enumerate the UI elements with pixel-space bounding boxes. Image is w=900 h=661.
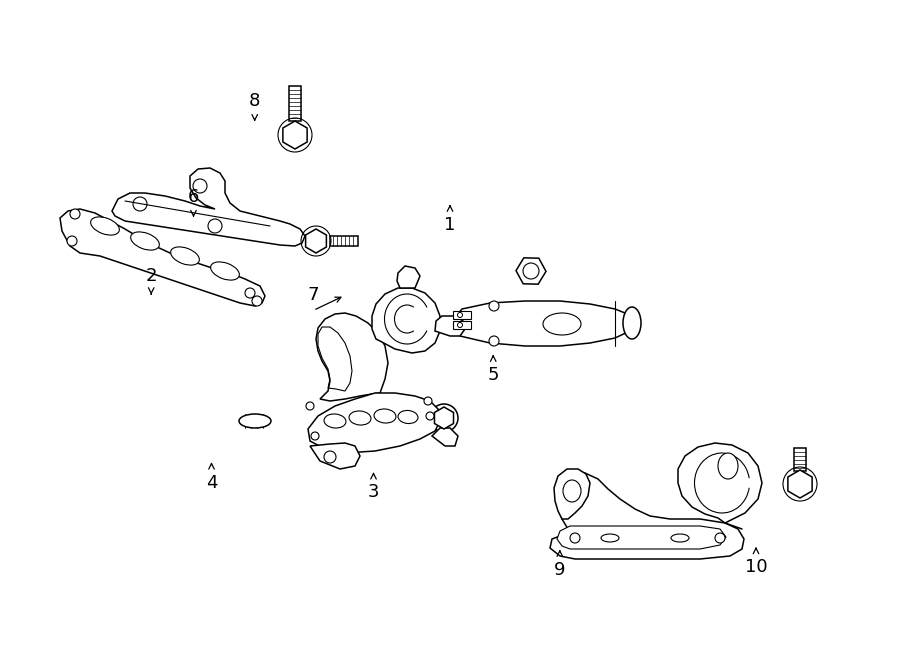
Polygon shape [372, 288, 440, 353]
Text: 3: 3 [368, 483, 379, 502]
Circle shape [715, 533, 725, 543]
Circle shape [489, 301, 499, 311]
Text: 8: 8 [249, 92, 260, 110]
Text: 5: 5 [488, 366, 499, 384]
Ellipse shape [211, 262, 239, 280]
Circle shape [133, 197, 147, 211]
Text: 4: 4 [206, 473, 217, 492]
Polygon shape [60, 209, 265, 306]
Text: 9: 9 [554, 561, 565, 579]
Polygon shape [557, 526, 726, 549]
Ellipse shape [718, 453, 738, 479]
Ellipse shape [349, 411, 371, 425]
Polygon shape [554, 469, 590, 519]
Circle shape [193, 179, 207, 193]
Text: 10: 10 [744, 558, 768, 576]
Circle shape [311, 432, 319, 440]
Polygon shape [310, 443, 360, 469]
Ellipse shape [671, 534, 689, 542]
Text: 2: 2 [146, 267, 157, 286]
Ellipse shape [171, 247, 200, 265]
Bar [453, 311, 471, 319]
Circle shape [306, 402, 314, 410]
Polygon shape [435, 316, 465, 336]
Circle shape [426, 412, 434, 420]
Polygon shape [289, 86, 301, 121]
Text: 6: 6 [188, 188, 199, 206]
Polygon shape [112, 168, 305, 246]
Polygon shape [397, 266, 420, 288]
Polygon shape [330, 236, 358, 246]
Polygon shape [308, 393, 440, 453]
Ellipse shape [91, 217, 120, 235]
Polygon shape [432, 428, 458, 446]
Ellipse shape [398, 410, 418, 424]
Ellipse shape [543, 313, 581, 335]
Circle shape [570, 533, 580, 543]
Ellipse shape [324, 414, 346, 428]
Text: 1: 1 [445, 215, 455, 234]
Circle shape [457, 313, 463, 317]
Circle shape [70, 209, 80, 219]
Ellipse shape [623, 307, 641, 339]
Polygon shape [316, 313, 388, 401]
Circle shape [324, 451, 336, 463]
Circle shape [424, 397, 432, 405]
Polygon shape [678, 443, 762, 523]
Polygon shape [412, 413, 433, 423]
Circle shape [523, 263, 539, 279]
Bar [453, 321, 471, 329]
Ellipse shape [130, 232, 159, 250]
Circle shape [489, 336, 499, 346]
Ellipse shape [239, 414, 271, 428]
Polygon shape [794, 448, 806, 471]
Circle shape [245, 288, 255, 298]
Polygon shape [550, 473, 744, 559]
Ellipse shape [601, 534, 619, 542]
Polygon shape [455, 301, 635, 346]
Ellipse shape [563, 480, 581, 502]
Ellipse shape [374, 409, 396, 423]
Circle shape [457, 323, 463, 327]
Circle shape [67, 236, 77, 246]
Text: 7: 7 [308, 286, 319, 305]
Circle shape [252, 296, 262, 306]
Circle shape [208, 219, 222, 233]
